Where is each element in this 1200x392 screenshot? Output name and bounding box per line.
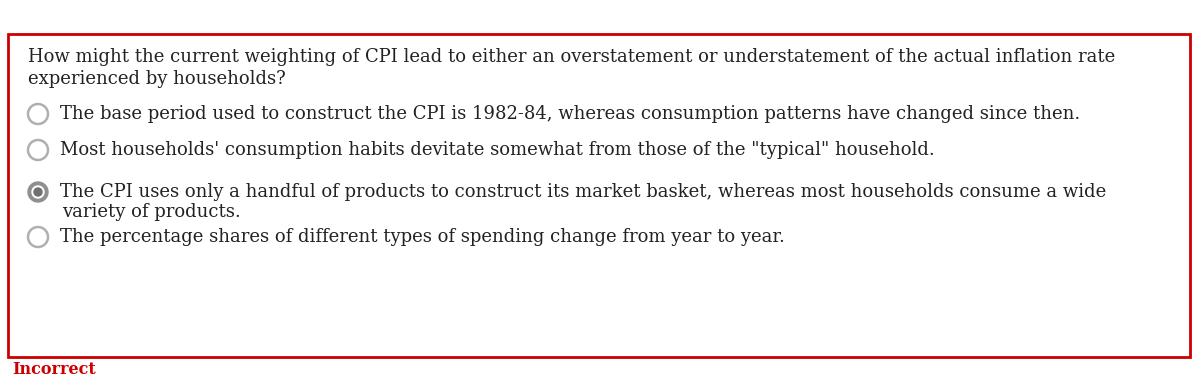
Circle shape xyxy=(28,182,48,202)
Text: The base period used to construct the CPI is 1982-84, whereas consumption patter: The base period used to construct the CP… xyxy=(60,105,1080,123)
Text: experienced by households?: experienced by households? xyxy=(28,70,286,88)
Text: Most households' consumption habits devitate somewhat from those of the "typical: Most households' consumption habits devi… xyxy=(60,141,935,159)
Text: The CPI uses only a handful of products to construct its market basket, whereas : The CPI uses only a handful of products … xyxy=(60,183,1106,201)
Circle shape xyxy=(34,188,42,196)
Text: Incorrect: Incorrect xyxy=(12,361,96,379)
FancyBboxPatch shape xyxy=(8,34,1190,357)
Circle shape xyxy=(28,140,48,160)
Text: How might the current weighting of CPI lead to either an overstatement or unders: How might the current weighting of CPI l… xyxy=(28,48,1115,66)
Circle shape xyxy=(28,227,48,247)
Circle shape xyxy=(32,186,44,198)
Circle shape xyxy=(28,104,48,124)
Text: variety of products.: variety of products. xyxy=(62,203,241,221)
Text: The percentage shares of different types of spending change from year to year.: The percentage shares of different types… xyxy=(60,228,785,246)
